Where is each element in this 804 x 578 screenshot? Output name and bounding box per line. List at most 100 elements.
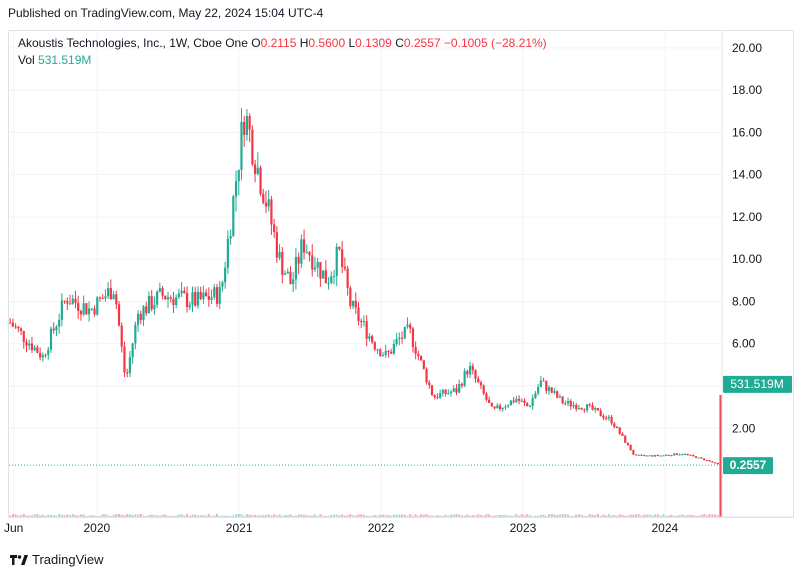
candle	[68, 294, 72, 305]
candle	[596, 407, 600, 411]
candle	[683, 453, 687, 456]
candle-body	[259, 167, 262, 194]
candle	[362, 315, 366, 327]
volume-bar	[167, 515, 170, 517]
candle-body	[349, 287, 352, 307]
candle-body	[395, 338, 398, 345]
volume-bar	[493, 515, 496, 517]
candle-body	[33, 347, 36, 351]
brand-name[interactable]: TradingView	[32, 552, 104, 567]
volume-bar	[523, 515, 526, 517]
volume-bar	[477, 514, 480, 517]
candle	[330, 271, 333, 285]
candle-body	[158, 288, 161, 292]
candle	[539, 376, 542, 388]
candle	[169, 295, 172, 303]
volume-bar	[447, 515, 450, 517]
candle-body	[463, 371, 466, 386]
volume-bar	[463, 515, 466, 517]
candle-body	[634, 454, 638, 456]
candle	[430, 384, 434, 396]
volume-bar	[531, 515, 534, 517]
candle-body	[493, 406, 496, 409]
candle-body	[210, 297, 213, 300]
candle	[294, 248, 298, 290]
volume-bar	[177, 514, 180, 517]
volume-bar	[398, 514, 401, 517]
volume-bar	[120, 514, 123, 517]
footer: TradingView	[10, 552, 104, 567]
symbol-title[interactable]: Akoustis Technologies, Inc., 1W, Cboe On…	[18, 36, 248, 50]
candle	[681, 453, 684, 456]
candle	[177, 288, 180, 300]
candle	[477, 376, 480, 383]
volume-bar	[44, 515, 47, 517]
candle-body	[153, 304, 156, 310]
candle-body	[316, 262, 319, 268]
candle	[71, 294, 74, 305]
volume-bar	[98, 515, 101, 517]
volume-bar	[30, 515, 33, 517]
tradingview-logo-icon[interactable]	[10, 553, 28, 567]
candle	[441, 389, 444, 397]
candle-body	[697, 457, 700, 459]
volume-bars	[9, 395, 722, 517]
candle	[335, 243, 338, 287]
candle-body	[683, 453, 687, 455]
candle	[376, 348, 379, 355]
candle-body	[417, 353, 420, 357]
candle-body	[161, 288, 164, 296]
volume-bar	[572, 515, 575, 517]
candle-body	[629, 444, 632, 451]
candle	[278, 244, 281, 261]
volume-bar	[256, 515, 259, 517]
candle-body	[354, 300, 357, 308]
volume-bar	[264, 514, 267, 517]
candle	[425, 367, 428, 385]
candle-body	[673, 453, 676, 456]
volume-bar	[229, 515, 232, 517]
volume-bar	[686, 515, 689, 517]
volume-bar	[629, 514, 632, 517]
candle	[332, 269, 336, 285]
candle	[368, 332, 371, 342]
candle-body	[686, 453, 689, 455]
volume-bar	[621, 515, 624, 517]
candle	[145, 301, 148, 316]
change-value: −0.1005 (−28.21%)	[443, 36, 547, 50]
candle	[379, 348, 382, 357]
volume-bar	[104, 514, 107, 517]
open-value: 0.2115	[260, 36, 297, 50]
candle-body	[569, 400, 572, 407]
candle-body	[44, 354, 47, 356]
candle-body	[120, 325, 123, 347]
candle-body	[145, 306, 148, 314]
volume-bar	[292, 515, 295, 517]
candle	[664, 454, 668, 456]
volume-bar	[305, 515, 308, 517]
candle-body	[419, 356, 423, 361]
candle-body	[599, 410, 602, 417]
candle-body	[692, 455, 695, 457]
candle	[700, 457, 703, 459]
candle-body	[207, 296, 210, 300]
candle	[196, 286, 200, 309]
volume-bar	[109, 515, 112, 517]
volume-bar	[115, 514, 118, 517]
volume-bar	[294, 515, 297, 517]
volume-bar	[390, 515, 393, 517]
candle	[534, 390, 537, 400]
candle-body	[547, 387, 551, 391]
candle	[561, 396, 564, 405]
candle	[444, 389, 447, 397]
candle	[357, 301, 360, 326]
candle	[528, 404, 532, 408]
candle-body	[591, 405, 594, 410]
candle-body	[300, 239, 303, 264]
volume-bar	[226, 515, 229, 517]
candle	[422, 360, 425, 370]
candle	[104, 289, 107, 302]
volume-bar	[273, 514, 276, 517]
candle-body	[52, 328, 55, 331]
